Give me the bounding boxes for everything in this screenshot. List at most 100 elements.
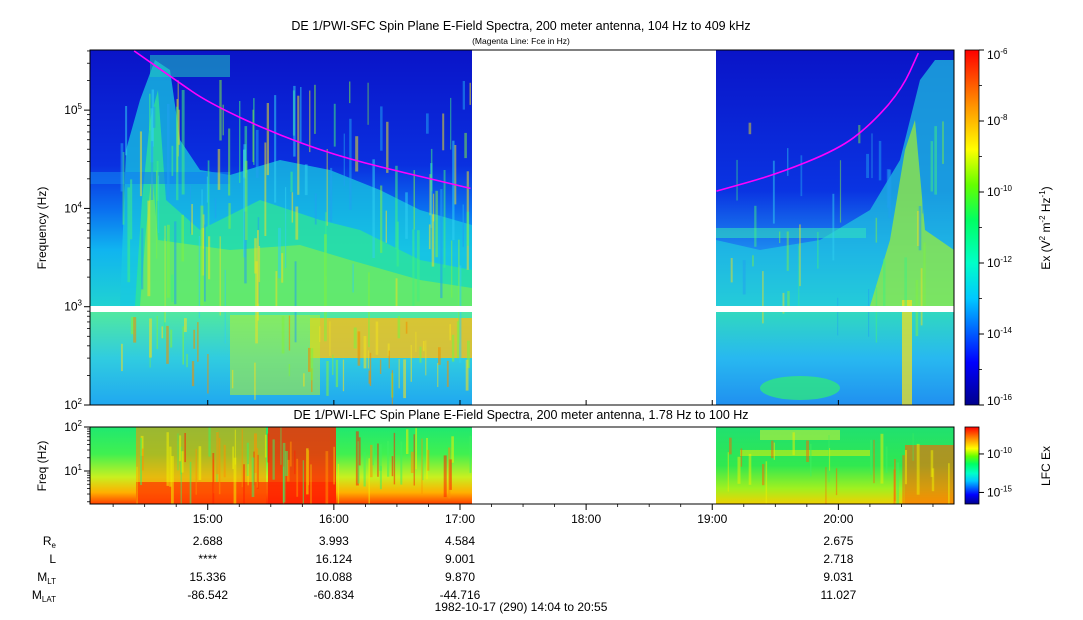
ephemeris-row-label: Re: [43, 534, 57, 550]
bottom-panel-title: DE 1/PWI-LFC Spin Plane E-Field Spectra,…: [293, 408, 748, 422]
sfc-streak: [332, 354, 334, 375]
sfc-streak: [274, 95, 277, 203]
lfc-streak: [443, 455, 447, 498]
lfc-colorbar-ticks: 10-10 10-15: [979, 446, 1012, 499]
sfc-streak: [278, 227, 281, 279]
lfc-streak: [370, 444, 373, 478]
sfc-streak: [281, 253, 284, 283]
sfc-streak: [405, 321, 408, 334]
sfc-streak: [152, 106, 156, 128]
sfc-streak: [290, 171, 293, 192]
lfc-streak: [195, 448, 197, 495]
sfc-streak: [125, 106, 128, 156]
ephemeris-value: 2.688: [193, 534, 223, 548]
sfc-streak: [349, 118, 352, 210]
sfc-streak: [184, 318, 187, 332]
ephemeris-value: -44.716: [440, 588, 481, 602]
ephemeris-value: 16.124: [316, 552, 353, 566]
ephemeris-value: -60.834: [314, 588, 355, 602]
sfc-streak: [326, 149, 328, 226]
lfc-streak: [427, 449, 430, 471]
lfc-streak: [825, 467, 827, 504]
lfc-streak: [181, 451, 184, 473]
sfc-streak: [190, 185, 191, 234]
sfc-streak: [355, 136, 359, 172]
lfc-streak: [904, 450, 907, 485]
sfc-streak: [450, 97, 452, 150]
lfc-streak: [740, 448, 743, 467]
sfc-streak: [294, 261, 297, 343]
sfc-streak: [886, 169, 890, 208]
sfc-streak: [456, 321, 459, 359]
sfc-streak: [222, 104, 224, 136]
lfc-streak: [363, 452, 366, 487]
sfc-streak: [208, 236, 211, 280]
sfc-streaks: [120, 80, 944, 405]
lfc-streak: [272, 439, 275, 480]
sfc-streak: [293, 85, 296, 157]
lfc-streak: [333, 446, 335, 485]
sfc-streak: [121, 343, 123, 372]
sfc-streak: [469, 82, 471, 105]
sfc-streak: [875, 217, 878, 243]
sfc-streak: [326, 361, 329, 396]
lfc-streak: [806, 440, 809, 462]
lfc-streak: [415, 428, 417, 470]
sfc-streak: [335, 359, 339, 388]
sfc-streak: [291, 192, 294, 223]
sfc-streak: [149, 318, 152, 358]
lfc-streak: [296, 458, 299, 497]
sfc-streak: [412, 229, 415, 312]
sfc-streak: [437, 363, 439, 387]
lfc-streak: [727, 452, 729, 492]
sfc-low-band-hot: [310, 318, 472, 358]
lfc-streak: [379, 444, 382, 471]
sfc-streak: [443, 170, 446, 268]
lfc-streak: [748, 453, 752, 485]
sfc-streak: [254, 362, 256, 400]
sfc-streak: [149, 93, 151, 131]
sfc-streak: [787, 291, 790, 307]
sfc-streak: [920, 268, 923, 326]
sfc-streak: [415, 331, 417, 352]
sfc-streak: [130, 316, 134, 335]
lfc-streak: [792, 432, 795, 456]
sfc-emission-hot: [140, 170, 472, 306]
lfc-streak: [930, 450, 934, 477]
sfc-streak: [391, 370, 393, 405]
lfc-streak: [306, 448, 309, 495]
sfc-streak: [736, 159, 738, 201]
ephemeris-time-label: 15:00: [193, 512, 223, 526]
sfc-streak: [255, 261, 258, 344]
sfc-streak: [206, 176, 208, 203]
sfc-streak: [369, 352, 372, 386]
lfc-y-tick-label: 101: [64, 463, 82, 478]
lfc-streak: [873, 439, 875, 484]
ephemeris-value: 15.336: [189, 570, 226, 584]
sfc-streak: [435, 190, 438, 258]
sfc-streak: [798, 245, 800, 309]
lfc-streak: [451, 436, 454, 463]
sfc-streak: [442, 113, 445, 151]
ephemeris-value: 4.584: [445, 534, 475, 548]
sfc-colorbar-tick-label: 10-10: [987, 184, 1012, 199]
ephemeris-value: 10.088: [316, 570, 353, 584]
sfc-streak: [133, 317, 137, 343]
sfc-streak: [782, 292, 785, 314]
lfc-colorbar: [964, 426, 980, 505]
sfc-streak: [191, 361, 195, 387]
sfc-streak: [405, 192, 408, 239]
sfc-y-axis: 102 103 104 105: [64, 50, 90, 412]
sfc-streak: [266, 103, 269, 176]
sfc-streak: [186, 353, 188, 368]
sfc-streak: [254, 238, 257, 274]
sfc-streak: [176, 106, 179, 201]
sfc-streak: [438, 347, 441, 365]
sfc-low-band-warm: [230, 315, 320, 395]
sfc-streak: [430, 163, 433, 228]
sfc-streak: [314, 193, 317, 225]
lfc-streak: [169, 446, 172, 487]
sfc-streak: [288, 315, 291, 351]
sfc-streak: [329, 321, 331, 356]
sfc-streak: [166, 224, 170, 298]
